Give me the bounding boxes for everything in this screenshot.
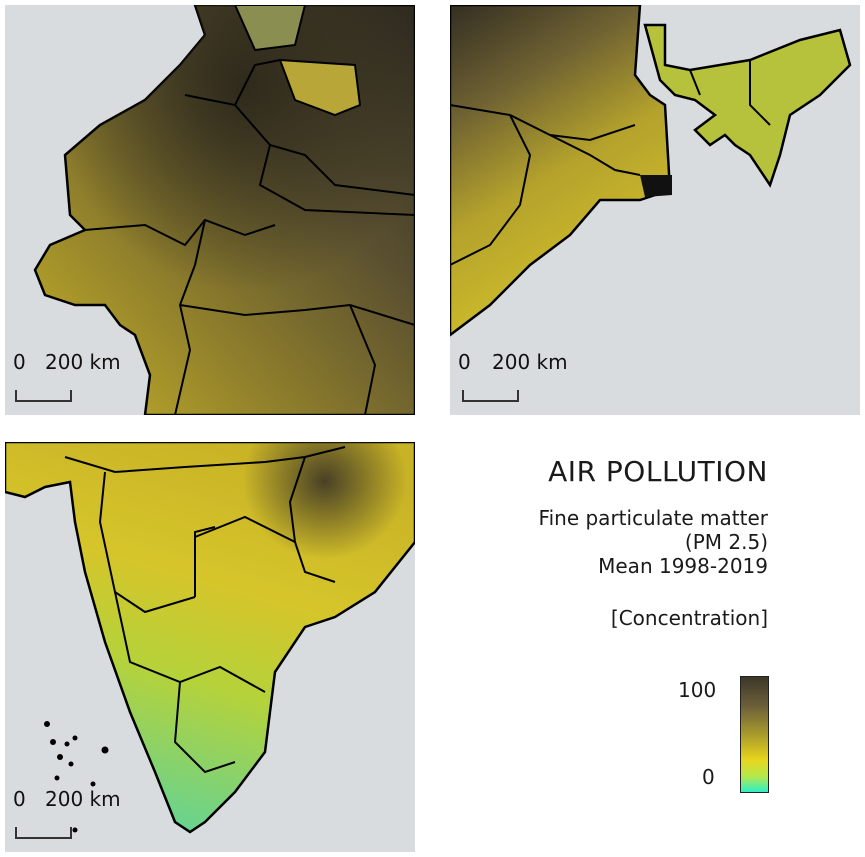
scale-zero-label: 0 <box>458 350 471 374</box>
map-panel-northwest: 0 200 km <box>5 5 415 415</box>
legend-subtitle-line3: Mean 1998-2019 <box>598 554 768 578</box>
scale-bar-line <box>462 390 519 402</box>
northwest-map-graphic <box>5 5 415 415</box>
legend-subtitle-line1: Fine particulate matter <box>538 506 768 530</box>
colorbar-max-label: 100 <box>678 678 717 702</box>
map-legend: AIR POLLUTION Fine particulate matter (P… <box>438 455 768 630</box>
scale-distance-label: 200 km <box>492 350 568 374</box>
scale-bar: 0 200 km <box>9 787 139 847</box>
northeast-map-graphic <box>450 5 860 415</box>
legend-subtitle-line2: (PM 2.5) <box>684 530 768 554</box>
scale-distance-label: 200 km <box>45 350 121 374</box>
colorbar <box>740 676 769 793</box>
scale-bar: 0 200 km <box>458 350 578 410</box>
legend-title: AIR POLLUTION <box>548 455 768 488</box>
south-map-graphic <box>5 442 415 852</box>
scale-bar-line <box>15 827 72 839</box>
scale-bar-line <box>15 390 72 402</box>
scale-distance-label: 200 km <box>45 787 121 811</box>
colorbar-min-label: 0 <box>702 765 715 789</box>
map-panel-northeast: 0 200 km <box>450 5 860 415</box>
scale-zero-label: 0 <box>13 350 26 374</box>
scale-bar: 0 200 km <box>13 350 133 410</box>
scale-zero-label: 0 <box>13 787 26 811</box>
map-panel-south: 0 200 km <box>5 442 415 852</box>
colorbar-title: [Concentration] <box>610 606 768 630</box>
